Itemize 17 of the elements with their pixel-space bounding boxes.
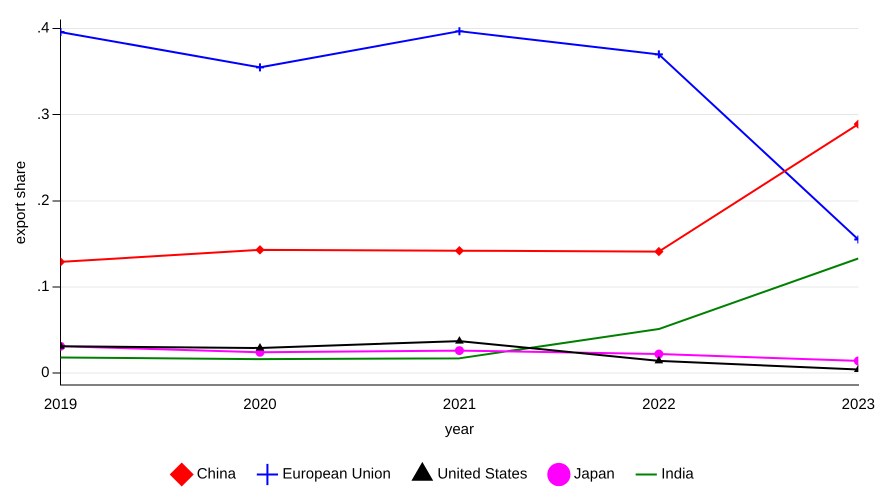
y-tick-label: .4	[36, 20, 50, 37]
y-tick-label: .1	[36, 278, 50, 296]
y-axis-title: export share	[12, 160, 30, 244]
legend-label: Japan	[574, 466, 615, 483]
legend-label: European Union	[282, 466, 391, 483]
x-tick-label: 2022	[642, 396, 676, 414]
x-tick-label: 2021	[442, 396, 476, 414]
y-tick-label: .3	[36, 106, 50, 123]
legend-label: United States	[437, 466, 528, 483]
x-tick-label: 2019	[44, 396, 78, 414]
legend-label: India	[661, 466, 694, 483]
x-tick-label: 2020	[243, 396, 277, 414]
x-axis-title: year	[444, 421, 474, 438]
x-tick-label: 2023	[842, 396, 876, 414]
y-tick-label: 0	[41, 364, 50, 382]
y-tick-label: .2	[36, 192, 50, 209]
legend-label: China	[196, 466, 237, 483]
